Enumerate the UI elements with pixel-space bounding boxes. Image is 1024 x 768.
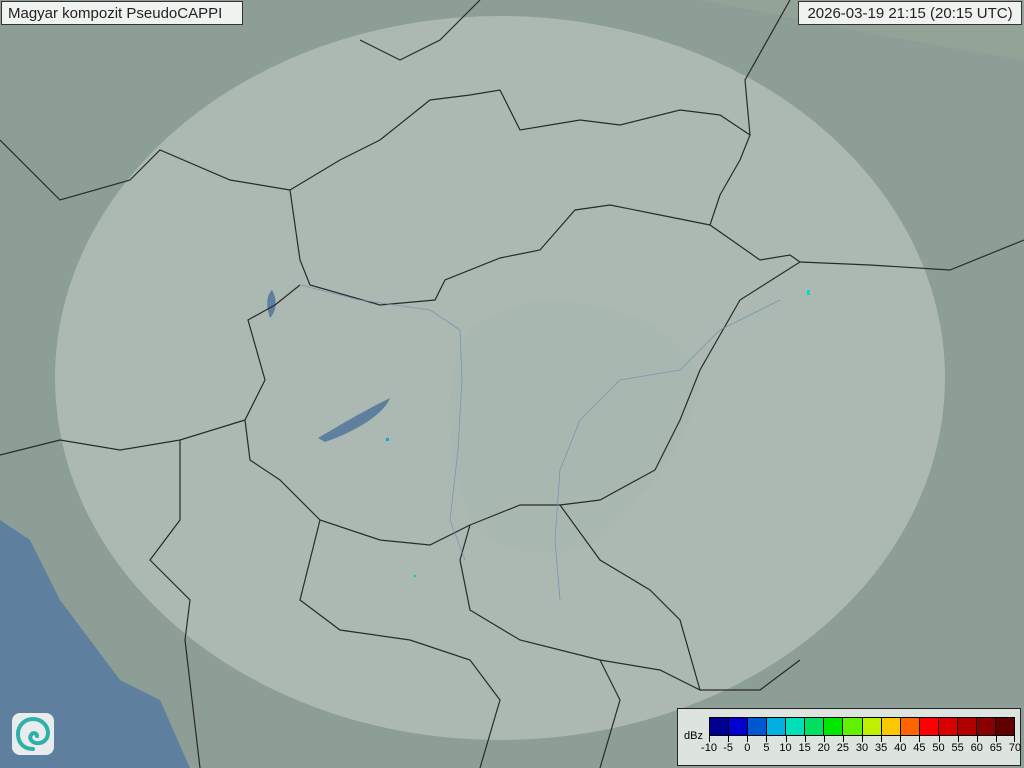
legend-tick-mark [823, 736, 825, 742]
legend-color-swatch [710, 718, 730, 735]
legend-color-swatch [862, 718, 882, 735]
legend-color-swatch [976, 718, 996, 735]
legend-tick-mark [728, 736, 730, 742]
swirl-logo-icon[interactable] [12, 713, 54, 755]
legend-tick-mark [862, 736, 863, 742]
radar-echo [386, 438, 389, 441]
legend-tick-mark [976, 736, 978, 742]
legend-tick-label: 5 [763, 742, 770, 754]
legend-tick-label: 10 [779, 742, 792, 754]
legend-tick-mark [900, 736, 902, 742]
legend-tick-label: -10 [701, 742, 717, 754]
map-title: Magyar kompozit PseudoCAPPI [1, 1, 243, 25]
legend-tick-label: -5 [723, 742, 734, 754]
legend-color-swatch [957, 718, 977, 735]
legend-tick-mark [995, 736, 997, 742]
radar-echo [414, 575, 416, 577]
legend-tick-label: 35 [875, 742, 888, 754]
legend-tick-mark [709, 736, 710, 742]
legend-tick-label: 25 [836, 742, 849, 754]
legend-tick-mark [881, 736, 883, 742]
legend-tick-mark [957, 736, 959, 742]
legend-tick-mark [747, 736, 749, 742]
legend-tick-label: 70 [1008, 742, 1022, 754]
legend-color-swatch [767, 718, 787, 735]
legend-tick-mark [1014, 736, 1015, 742]
legend-tick-mark [919, 736, 921, 742]
legend-color-swatch [919, 718, 939, 735]
legend-color-swatch [786, 718, 806, 735]
legend-color-swatch [900, 718, 920, 735]
legend-tick-label: 20 [817, 742, 830, 754]
legend-tick-label: 65 [989, 742, 1002, 754]
legend-tick-label: 40 [894, 742, 907, 754]
radar-echo [807, 290, 810, 295]
timestamp-label: 2026-03-19 21:15 (20:15 UTC) [798, 1, 1022, 25]
legend-tick-label: 45 [913, 742, 926, 754]
legend-tick-label: 15 [798, 742, 811, 754]
legend-tick-mark [766, 736, 768, 742]
legend-color-bar [709, 717, 1015, 736]
legend-color-swatch [843, 718, 863, 735]
great-plain [449, 300, 700, 554]
legend-tick-label: 50 [932, 742, 945, 754]
legend-color-swatch [748, 718, 768, 735]
radar-coverage-circle [55, 16, 945, 740]
legend-tick-label: 55 [951, 742, 964, 754]
legend-color-swatch [824, 718, 844, 735]
legend-ticks [709, 736, 1015, 742]
legend-color-swatch [729, 718, 749, 735]
legend-tick-label: 60 [970, 742, 983, 754]
adriatic-sea [0, 520, 190, 768]
legend-color-swatch [881, 718, 901, 735]
legend-tick-mark [938, 736, 940, 742]
legend-tick-mark [842, 736, 844, 742]
lake-balaton [318, 398, 390, 442]
legend-color-swatch [995, 718, 1014, 735]
dbz-legend: dBz -10 -5 0 5 10 15 20 25 30 35 40 45 50 55 60 65 70 [677, 708, 1021, 766]
legend-color-swatch [938, 718, 958, 735]
legend-tick-mark [804, 736, 806, 742]
rivers [299, 284, 781, 601]
legend-color-swatch [805, 718, 825, 735]
legend-unit: dBz [684, 730, 703, 742]
lake-neusiedl [267, 290, 276, 318]
legend-tick-mark [785, 736, 787, 742]
legend-tick-label: 30 [855, 742, 869, 754]
legend-tick-label: 0 [744, 742, 751, 754]
